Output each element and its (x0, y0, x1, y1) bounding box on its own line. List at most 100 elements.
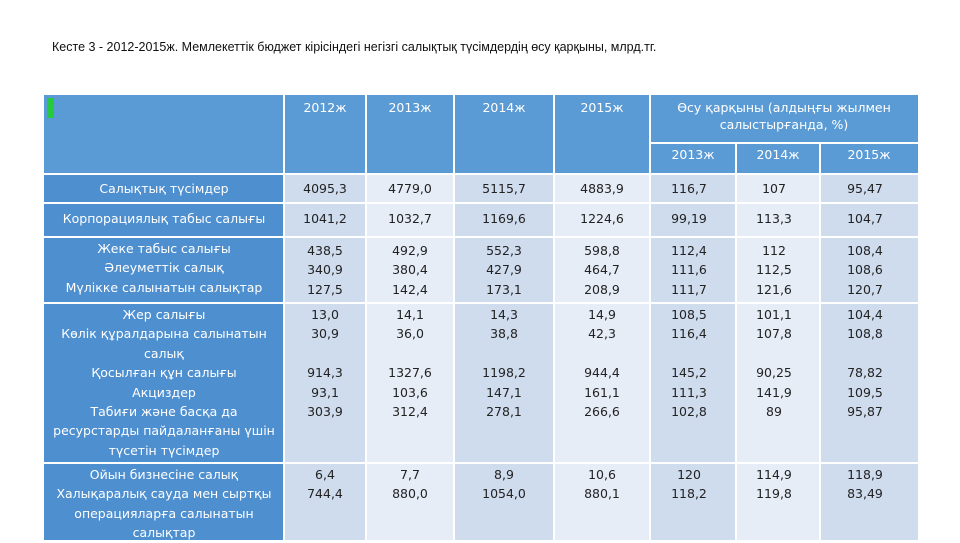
cell-value: 90,25 (756, 365, 792, 381)
cell-value: 1054,0 (482, 486, 526, 502)
cell-value: 78,82 (847, 365, 883, 381)
cell-value: 208,9 (584, 281, 620, 297)
table-cell-c2012: 438,5 340,9 127,5 (284, 237, 366, 303)
column-divider (553, 95, 555, 540)
cell-value: 118,9 (847, 467, 883, 482)
row-label-line: Мүлікке салынатын салықтар (65, 279, 263, 295)
table-cell-c2014: 552,3 427,9 173,1 (454, 237, 554, 303)
row-divider (44, 462, 918, 464)
column-divider (735, 143, 737, 540)
table-cell-c2012: 13,0 30,9 914,3 93,1 303,9 (284, 303, 366, 463)
row-label-line: Жеке табыс салығы (97, 241, 231, 256)
cell-value: 108,8 (847, 326, 883, 342)
cell-value: 303,9 (307, 404, 343, 420)
cell-value: 120,7 (847, 281, 883, 297)
cell-value: 880,0 (392, 486, 428, 502)
header-growth-2013: 2013ж (671, 147, 715, 162)
cell-value (820, 344, 910, 363)
cell-value: 112 (762, 243, 786, 258)
row-label-line: Табиғи және басқа да (90, 404, 238, 420)
cell-value: 8,9 (494, 467, 514, 482)
cell-value: 95,47 (847, 181, 883, 196)
cell-value: 5115,7 (482, 181, 526, 196)
header-growth-title: Өсу қарқыны (алдыңғы жылмен салыстырғанд… (677, 100, 891, 132)
tax-table: 2012ж 2013ж 2014ж 2015ж Өсу қарқыны (алд… (44, 95, 918, 540)
column-divider (283, 95, 285, 540)
cell-value: 1169,6 (482, 211, 526, 226)
cell-value: 42,3 (588, 326, 616, 342)
table-cell-g2014: 112 112,5 121,6 (736, 237, 820, 303)
row-label-line: Корпорациялық табыс салығы (62, 211, 266, 226)
row-label-line: Әлеуметтік салық (104, 260, 224, 276)
cell-value: 83,49 (847, 486, 883, 502)
column-divider (819, 143, 821, 540)
row-label-line: Халықаралық сауда мен сыртқы (56, 486, 272, 502)
cell-value: 147,1 (486, 384, 522, 400)
row-label-line: ресурстарды пайдаланғаны үшін (53, 423, 275, 439)
cell-value: 552,3 (486, 243, 522, 258)
cell-value: 14,9 (588, 307, 616, 322)
table-cell-g2013: 120 118,2 (650, 463, 736, 540)
marker-icon (47, 98, 54, 118)
table-cell-c2014: 5115,7 (454, 175, 554, 203)
cell-value: 103,6 (392, 384, 428, 400)
cell-value: 744,4 (307, 486, 343, 502)
cell-value: 1032,7 (388, 211, 432, 226)
cell-value: 464,7 (584, 262, 620, 278)
table-cell-c2015: 1224,6 (554, 203, 650, 237)
cell-value: 142,4 (392, 281, 428, 297)
table-cell-g2013: 108,5 116,4 145,2 111,3 102,8 (650, 303, 736, 463)
table-cell-g2013: 112,4 111,6 111,7 (650, 237, 736, 303)
table-row: Салықтық түсімдер 4095,3 4779,0 5115,7 4883,… (44, 175, 918, 203)
column-divider (649, 95, 651, 540)
table-cell-g2015: 118,9 83,49 (820, 463, 918, 540)
cell-value: 108,5 (671, 307, 707, 322)
cell-value: 10,6 (588, 467, 616, 482)
cell-value: 102,8 (671, 404, 707, 420)
table-cell-c2014: 1169,6 (454, 203, 554, 237)
row-divider (44, 202, 918, 204)
cell-value: 438,5 (307, 243, 343, 258)
cell-value: 312,4 (392, 404, 428, 420)
table-caption: Кесте 3 - 2012-2015ж. Мемлекеттік бюджет… (52, 40, 657, 54)
column-divider (365, 95, 367, 540)
cell-value: 914,3 (307, 365, 343, 381)
cell-value: 598,8 (584, 243, 620, 258)
table-cell-c2013: 492,9 380,4 142,4 (366, 237, 454, 303)
cell-value: 114,9 (756, 467, 792, 482)
cell-value (284, 344, 366, 363)
table-row: Корпорациялық табыс салығы 1041,2 1032,7 11… (44, 203, 918, 237)
cell-value: 112,5 (756, 262, 792, 278)
cell-value: 116,7 (671, 181, 707, 196)
cell-value: 89 (766, 404, 782, 420)
table-cell-c2013: 7,7 880,0 (366, 463, 454, 540)
cell-value (366, 344, 454, 363)
cell-value: 427,9 (486, 262, 522, 278)
growth-divider (650, 142, 918, 144)
row-label: Жер салығы Көлік құралдарына салынатын сал… (44, 305, 284, 460)
cell-value: 30,9 (311, 326, 339, 342)
row-label-line: түсетін түсімдер (108, 442, 220, 458)
row-label-line: салықтар (132, 525, 196, 541)
table-cell-c2012: 6,4 744,4 (284, 463, 366, 540)
row-divider (44, 302, 918, 304)
table-cell-g2015: 104,7 (820, 203, 918, 237)
header-year-2012: 2012ж (303, 100, 347, 115)
table-cell-c2013: 14,1 36,0 1327,6 103,6 312,4 (366, 303, 454, 463)
cell-value: 108,6 (847, 262, 883, 278)
row-label: Ойын бизнесіне салық Халықаралық сауда ме… (44, 465, 284, 543)
table-row: Ойын бизнесіне салық Халықаралық сауда ме… (44, 463, 918, 540)
header-year-2014: 2014ж (482, 100, 526, 115)
cell-value: 492,9 (392, 243, 428, 258)
row-label-line: Ойын бизнесіне салық (89, 467, 239, 482)
table-cell-c2012: 4095,3 (284, 175, 366, 203)
table-cell-g2014: 113,3 (736, 203, 820, 237)
cell-value: 13,0 (311, 307, 339, 322)
table-cell-g2013: 116,7 (650, 175, 736, 203)
table-cell-g2014: 114,9 119,8 (736, 463, 820, 540)
cell-value: 121,6 (756, 281, 792, 297)
cell-value: 4779,0 (388, 181, 432, 196)
cell-value: 127,5 (307, 281, 343, 297)
cell-value: 173,1 (486, 281, 522, 297)
cell-value (650, 344, 728, 363)
